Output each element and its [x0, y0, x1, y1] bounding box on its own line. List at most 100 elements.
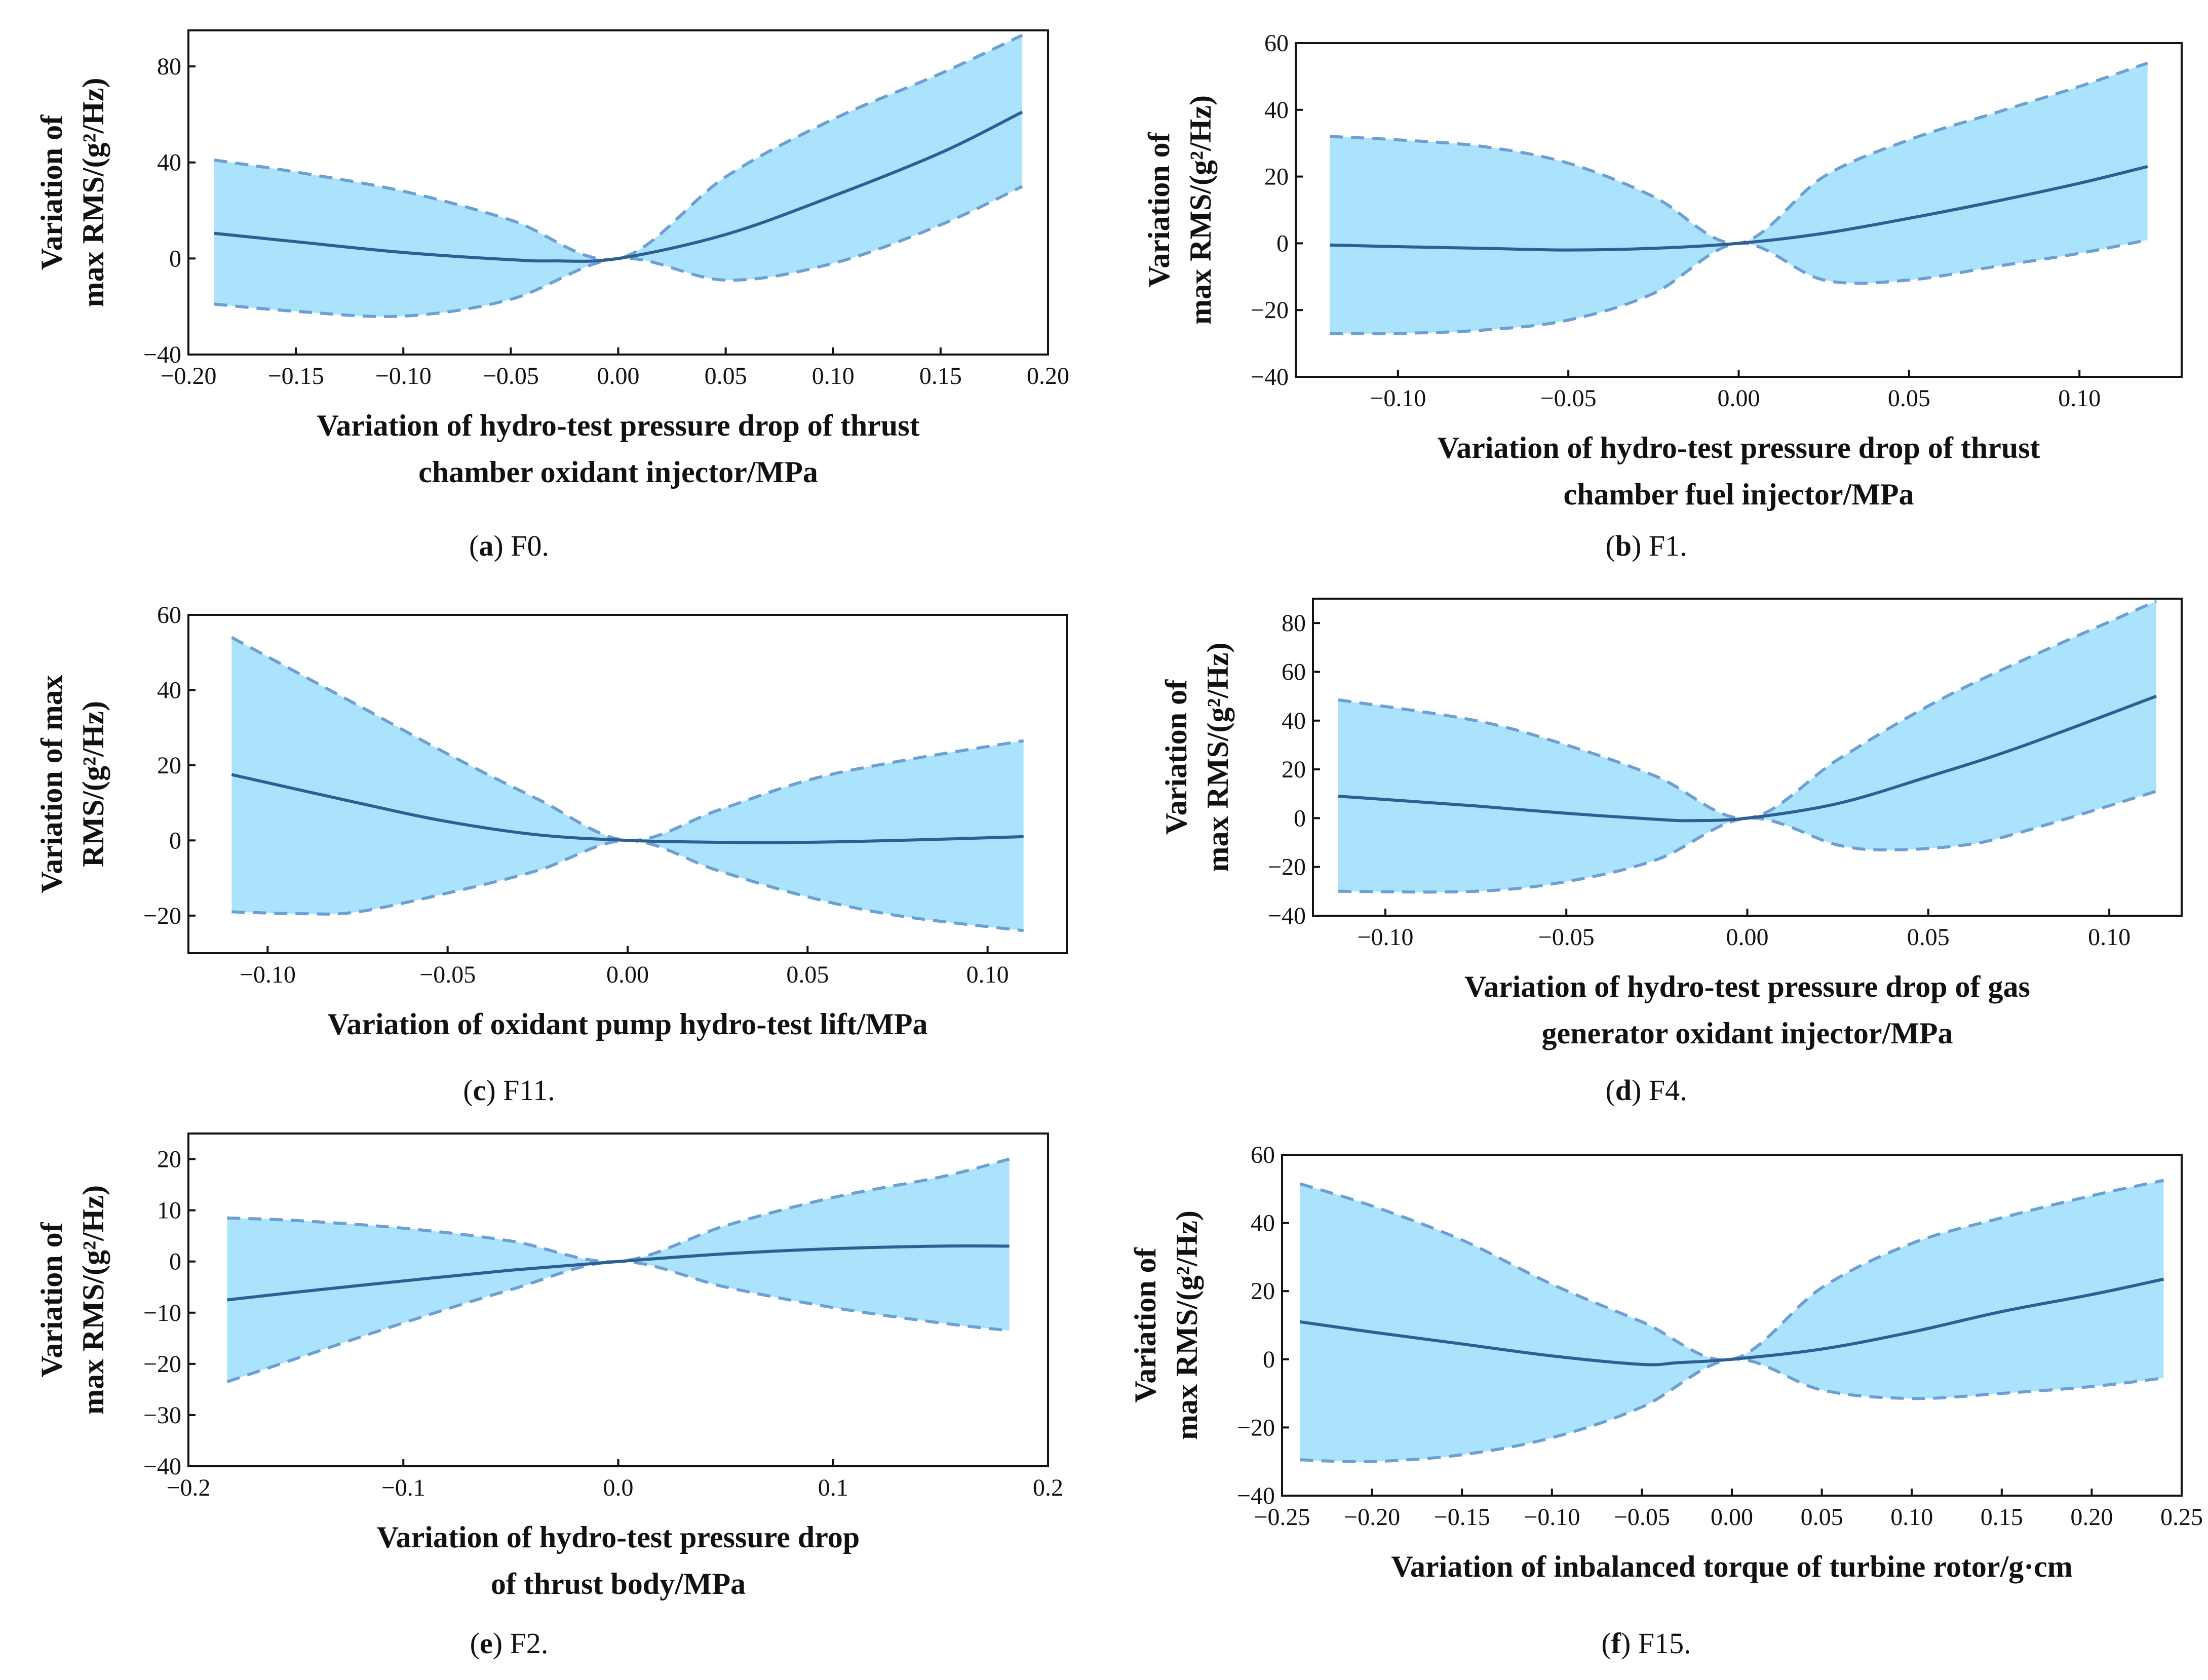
- y-tick-label: 10: [157, 1197, 181, 1224]
- y-axis-title: max RMS/(g²/Hz): [1184, 95, 1217, 325]
- x-tick-label: 0.05: [786, 961, 829, 988]
- caption-paren: (: [1601, 1627, 1611, 1660]
- x-tick-label: −0.10: [1524, 1504, 1580, 1531]
- x-tick-label: 0.10: [812, 363, 855, 389]
- y-tick-label: 0: [169, 827, 181, 854]
- caption-text: F4.: [1641, 1074, 1687, 1107]
- x-tick-label: 0.05: [705, 363, 747, 389]
- x-tick-label: −0.05: [1614, 1504, 1670, 1531]
- x-tick-label: 0.05: [1801, 1504, 1843, 1531]
- x-axis-title: Variation of inbalanced torque of turbin…: [1391, 1550, 2073, 1583]
- confidence-band: [227, 1159, 1010, 1382]
- confidence-band: [1330, 63, 2148, 334]
- caption-letter: c: [473, 1074, 486, 1107]
- x-tick-label: 0.0: [603, 1474, 634, 1501]
- y-tick-label: 60: [1282, 658, 1306, 685]
- x-tick-label: −0.1: [381, 1474, 425, 1501]
- caption-letter: f: [1611, 1627, 1621, 1660]
- y-tick-label: 60: [1251, 1142, 1275, 1168]
- x-tick-label: −0.05: [483, 363, 539, 389]
- caption-paren: (: [463, 1074, 473, 1107]
- panel-caption: (a) F0.: [469, 529, 549, 562]
- caption-paren: ): [493, 1627, 502, 1660]
- y-tick-label: −10: [143, 1300, 181, 1326]
- chart-panel-d: −0.10 −0.05 0.00 0.05 0.10 −40 −20 0 20 40 60 80 Var…: [1159, 598, 2183, 1107]
- caption-letter: a: [479, 529, 493, 562]
- y-tick-label: 80: [157, 53, 181, 80]
- x-tick-label: 0.10: [966, 961, 1009, 988]
- panel-caption: (d) F4.: [1605, 1074, 1687, 1107]
- x-tick-label: 0.05: [1888, 385, 1930, 412]
- y-tick-label: 20: [1251, 1278, 1275, 1305]
- y-tick-label: 0: [169, 1248, 181, 1275]
- y-tick-label: −20: [1237, 1414, 1275, 1441]
- caption-paren: (: [1605, 529, 1615, 562]
- x-tick-label: 0.20: [2070, 1504, 2113, 1531]
- y-tick-label: −40: [1251, 364, 1289, 390]
- caption-paren: ): [486, 1074, 495, 1107]
- mean-line: [214, 110, 1023, 263]
- mean-line: [1338, 694, 2157, 823]
- caption-paren: ): [1632, 529, 1641, 562]
- mean-line: [227, 1244, 1010, 1302]
- x-tick-label: −0.2: [166, 1474, 210, 1501]
- x-tick-label: 0.00: [1711, 1504, 1753, 1531]
- x-tick-label: −0.05: [1540, 385, 1597, 412]
- y-tick-label: 60: [1264, 30, 1289, 57]
- x-tick-label: −0.20: [1344, 1504, 1400, 1531]
- y-tick-label: 60: [157, 602, 181, 629]
- mean-line: [1330, 165, 2148, 252]
- x-axis-title: chamber fuel injector/MPa: [1563, 478, 1914, 511]
- caption-text: F15.: [1631, 1627, 1691, 1660]
- y-tick-label: 0: [1263, 1346, 1275, 1373]
- caption-text: F2.: [502, 1627, 548, 1660]
- x-axis-title: of thrust body/MPa: [491, 1567, 746, 1600]
- y-tick-label: −20: [1268, 854, 1306, 881]
- caption-paren: ): [1621, 1627, 1631, 1660]
- x-tick-label: 0.10: [2088, 924, 2130, 951]
- confidence-band: [214, 35, 1023, 317]
- x-tick-label: 0.00: [597, 363, 640, 389]
- y-tick-label: −30: [143, 1402, 181, 1429]
- chart-panel-f: −0.25 −0.20 −0.15 −0.10 −0.05 0.00 0.05 0.10 0.1…: [1129, 1142, 2203, 1660]
- y-tick-label: 40: [1264, 97, 1289, 124]
- caption-paren: (: [1605, 1074, 1615, 1107]
- panel-caption: (b) F1.: [1605, 529, 1687, 562]
- x-tick-label: −0.15: [268, 363, 324, 389]
- caption-paren: ): [493, 529, 503, 562]
- y-tick-label: 80: [1282, 610, 1306, 637]
- caption-text: F11.: [496, 1074, 555, 1107]
- x-axis-title: Variation of hydro-test pressure drop of…: [1464, 970, 2030, 1003]
- x-tick-label: −0.05: [1538, 924, 1595, 951]
- y-tick-label: 0: [1294, 805, 1306, 832]
- panel-caption: (f) F15.: [1601, 1627, 1691, 1660]
- y-tick-label: 20: [1264, 164, 1289, 190]
- chart-panel-e: −0.2 −0.1 0.0 0.1 0.2 −40 −30 −20 −10 0 10 20 Variat…: [35, 1132, 1063, 1660]
- x-axis-title: Variation of hydro-test pressure drop of…: [1437, 431, 2040, 464]
- y-tick-label: 40: [157, 149, 181, 176]
- chart-panel-c: −0.10 −0.05 0.00 0.05 0.10 −20 0 20 40 60 Variatio…: [35, 602, 1068, 1107]
- x-tick-label: −0.05: [419, 961, 476, 988]
- caption-paren: ): [1632, 1074, 1641, 1107]
- caption-letter: e: [480, 1627, 493, 1660]
- caption-paren: (: [470, 1627, 480, 1660]
- x-tick-label: 0.10: [1890, 1504, 1933, 1531]
- x-tick-label: 0.2: [1033, 1474, 1063, 1501]
- y-tick-label: −40: [143, 341, 181, 368]
- chart-panel-a: −0.20 −0.15 −0.10 −0.05 0.00 0.05 0.10 0.15 0.20…: [35, 29, 1069, 562]
- x-tick-label: 0.15: [919, 363, 962, 389]
- x-tick-label: 0.1: [818, 1474, 848, 1501]
- mean-line: [231, 773, 1024, 844]
- y-tick-label: 0: [169, 245, 181, 272]
- confidence-band: [1300, 1180, 2164, 1462]
- y-axis-title: max RMS/(g²/Hz): [1170, 1210, 1204, 1440]
- panel-caption: (c) F11.: [463, 1074, 555, 1107]
- y-tick-label: 40: [1251, 1210, 1275, 1237]
- y-tick-label: −40: [1237, 1482, 1275, 1509]
- x-axis-title: Variation of hydro-test pressure drop: [377, 1520, 860, 1554]
- y-tick-label: 40: [1282, 708, 1306, 734]
- lower-bound-line: [231, 839, 1024, 932]
- x-axis-title: generator oxidant injector/MPa: [1541, 1017, 1953, 1050]
- caption-letter: b: [1615, 529, 1632, 562]
